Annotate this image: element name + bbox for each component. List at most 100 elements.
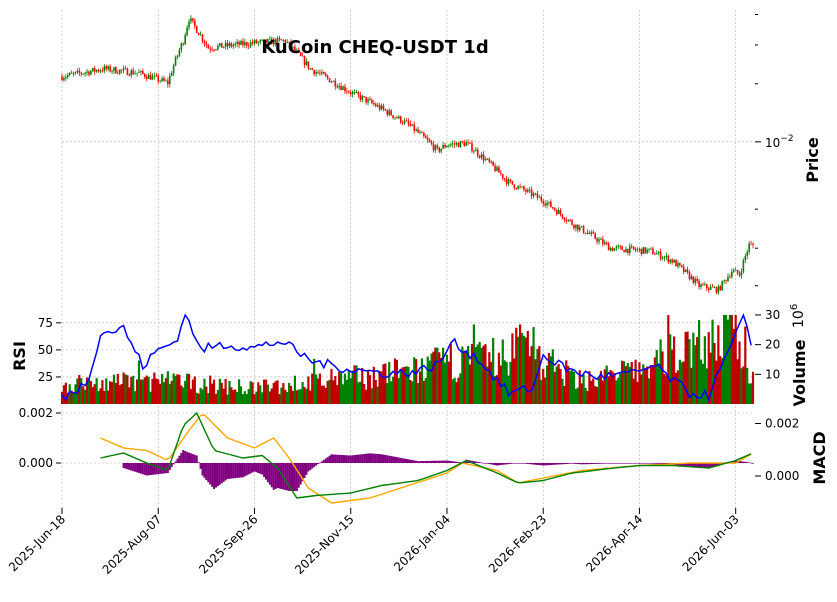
rsi-tick-label: 25 (38, 370, 53, 384)
candle-body (124, 68, 127, 70)
candle-body (748, 243, 750, 252)
candle-body (130, 70, 133, 76)
volume-bar (515, 327, 518, 404)
volume-bar (415, 359, 418, 404)
volume-bar (193, 376, 196, 404)
macd-histogram-bar (326, 457, 329, 463)
x-tick-label: 2026-Feb-23 (486, 512, 549, 575)
macd-histogram-bar (561, 463, 564, 465)
volume-bar (432, 351, 435, 404)
macd-histogram-bar (186, 451, 189, 463)
volume-bar (282, 383, 285, 404)
macd-histogram-bar (526, 463, 529, 464)
macd-histogram-bar (272, 463, 275, 490)
volume-bar (211, 383, 214, 404)
volume-bar (139, 379, 143, 404)
chart-title: KuCoin CHEQ-USDT 1d (261, 37, 488, 58)
candle-body (450, 144, 452, 146)
volume-bar (351, 370, 354, 404)
candle-body (711, 286, 714, 288)
volume-bar (363, 383, 366, 404)
macd-histogram-bar (164, 463, 167, 474)
macd-histogram-bar (698, 463, 701, 468)
macd-histogram-bar (188, 452, 191, 463)
macd-histogram-bar (432, 460, 435, 463)
macd-histogram-bar (299, 463, 302, 485)
volume-bar (530, 346, 533, 404)
macd-histogram-bar (288, 463, 291, 491)
gridlines (61, 10, 753, 508)
volume-bar (519, 324, 522, 404)
candle-body (738, 273, 741, 276)
candle-body (501, 174, 504, 179)
candle-body (220, 43, 223, 48)
rsi-tick-label: 50 (38, 343, 53, 357)
macd-histogram-bar (318, 462, 321, 464)
candle-body (109, 66, 111, 72)
volume-bar (243, 391, 246, 404)
candle-body (234, 43, 237, 46)
candle-body (232, 45, 235, 47)
macd-histogram-bar (220, 463, 223, 484)
volume-bar (212, 379, 216, 404)
candle-body (577, 224, 579, 230)
volume-bar (247, 389, 250, 404)
volume-bar (701, 363, 705, 404)
macd-histogram-bar (642, 463, 645, 464)
macd-histogram-bar (255, 463, 258, 473)
macd-histogram-bar (216, 463, 219, 487)
volume-bar (276, 380, 279, 404)
macd-right-tick-label: 0.002 (765, 417, 799, 431)
macd-histogram-bar (189, 453, 192, 463)
candle-body (680, 265, 683, 267)
candle-body (704, 284, 706, 286)
macd-histogram-bar (605, 463, 608, 464)
candle-body (615, 246, 618, 249)
macd-histogram-bar (419, 461, 422, 463)
macd-histogram-bar (128, 463, 131, 470)
candle-body (95, 70, 98, 72)
volume-bar (416, 383, 420, 404)
volume-bar (671, 349, 674, 404)
volume-bar (85, 377, 89, 404)
candle-body (353, 92, 356, 93)
volume-bar (278, 394, 281, 404)
candle-body (430, 141, 433, 145)
volume-bar (744, 326, 747, 404)
candle-body (744, 255, 747, 261)
candle-body (515, 188, 518, 189)
volume-bar (266, 384, 270, 404)
macd-histogram-bar (403, 458, 406, 463)
candle-body (259, 40, 262, 42)
candle-body (378, 105, 381, 110)
candle-body (682, 266, 685, 272)
macd-histogram-bar (247, 463, 250, 475)
candle-body (596, 238, 598, 242)
candle-body (230, 43, 233, 47)
candle-body (736, 269, 739, 274)
macd-histogram-bar (316, 463, 319, 465)
volume-bar (118, 385, 121, 404)
candle-body (636, 249, 639, 251)
macd-histogram-bar (224, 463, 227, 481)
volume-bar (370, 388, 373, 404)
candle-body (184, 35, 186, 45)
candle-body (451, 143, 454, 145)
candle-body (561, 214, 564, 218)
candle-body (432, 144, 435, 151)
candle-body (627, 248, 629, 254)
macd-histogram-bar (228, 463, 231, 479)
candle-body (677, 262, 679, 267)
candle-body (203, 40, 206, 44)
volume-bar (103, 391, 106, 404)
macd-histogram-bar (201, 463, 204, 476)
candle-body (251, 42, 254, 44)
macd-histogram-bar (345, 455, 348, 463)
macd-histogram-bar (740, 461, 743, 463)
candle-body (276, 38, 279, 45)
candle-body (369, 99, 371, 100)
volume-bar (145, 375, 148, 404)
candle-body (315, 72, 317, 75)
candle-body (661, 258, 664, 259)
